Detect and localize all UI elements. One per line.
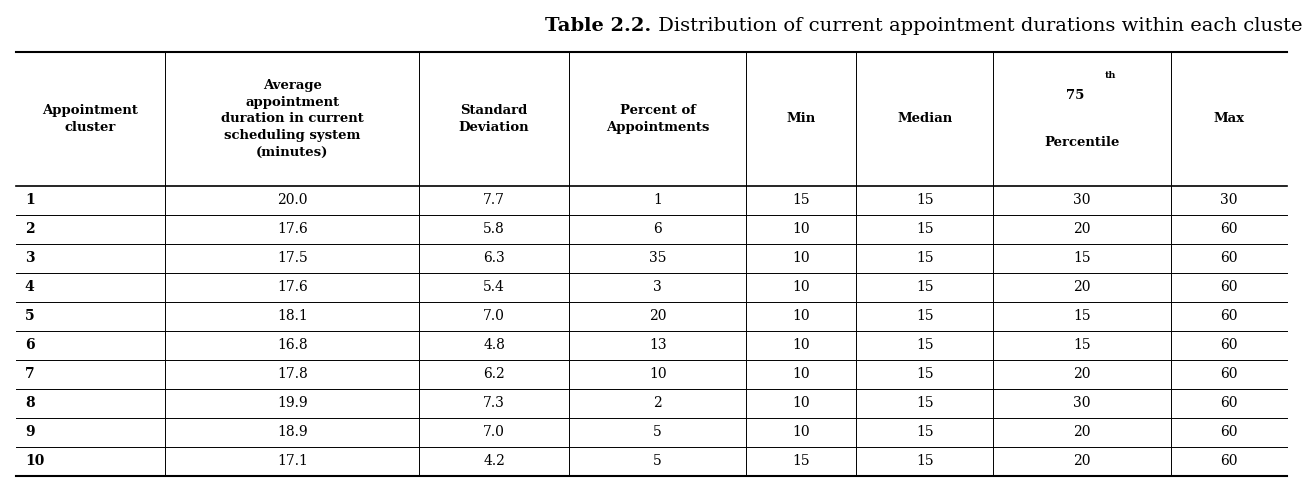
Text: Appointment
cluster: Appointment cluster xyxy=(43,104,138,134)
Text: 18.1: 18.1 xyxy=(278,309,308,323)
Text: 20: 20 xyxy=(1074,367,1091,381)
Text: 3: 3 xyxy=(25,251,34,265)
Text: 30: 30 xyxy=(1074,193,1091,207)
Text: Table 2.2.: Table 2.2. xyxy=(545,17,652,36)
Text: 1: 1 xyxy=(653,193,662,207)
Text: 10: 10 xyxy=(792,309,810,323)
Text: 10: 10 xyxy=(792,280,810,294)
Text: 8: 8 xyxy=(25,396,34,410)
Text: 10: 10 xyxy=(25,454,44,468)
Text: th: th xyxy=(1105,71,1117,80)
Text: 60: 60 xyxy=(1221,425,1238,439)
Text: 5.4: 5.4 xyxy=(483,280,506,294)
Text: Min: Min xyxy=(787,112,816,125)
Text: 20: 20 xyxy=(1074,454,1091,468)
Text: 6.3: 6.3 xyxy=(483,251,506,265)
Text: 4.8: 4.8 xyxy=(483,338,506,352)
Text: 9: 9 xyxy=(25,425,34,439)
Text: 15: 15 xyxy=(916,309,933,323)
Text: 5: 5 xyxy=(25,309,34,323)
Text: 20: 20 xyxy=(1074,280,1091,294)
Text: 5.8: 5.8 xyxy=(483,222,506,236)
Text: 60: 60 xyxy=(1221,251,1238,265)
Text: 35: 35 xyxy=(649,251,667,265)
Text: 60: 60 xyxy=(1221,396,1238,410)
Text: 60: 60 xyxy=(1221,338,1238,352)
Text: 30: 30 xyxy=(1221,193,1238,207)
Text: 3: 3 xyxy=(653,280,662,294)
Text: 7.0: 7.0 xyxy=(483,425,506,439)
Text: 10: 10 xyxy=(792,367,810,381)
Text: 10: 10 xyxy=(792,338,810,352)
Text: 13: 13 xyxy=(649,338,667,352)
Text: 10: 10 xyxy=(792,396,810,410)
Text: 4.2: 4.2 xyxy=(483,454,506,468)
Text: 60: 60 xyxy=(1221,222,1238,236)
Text: 4: 4 xyxy=(25,280,34,294)
Text: 60: 60 xyxy=(1221,367,1238,381)
Text: 15: 15 xyxy=(916,280,933,294)
Text: 6: 6 xyxy=(25,338,34,352)
Text: 5: 5 xyxy=(653,425,662,439)
Text: 10: 10 xyxy=(792,425,810,439)
Text: Distribution of current appointment durations within each cluster.: Distribution of current appointment dura… xyxy=(652,17,1303,36)
Text: 6: 6 xyxy=(653,222,662,236)
Text: 15: 15 xyxy=(916,193,933,207)
Text: Average
appointment
duration in current
scheduling system
(minutes): Average appointment duration in current … xyxy=(222,80,364,158)
Text: 7: 7 xyxy=(25,367,34,381)
Text: 15: 15 xyxy=(916,222,933,236)
Text: 75: 75 xyxy=(1066,89,1085,102)
Text: 20: 20 xyxy=(1074,425,1091,439)
Text: 15: 15 xyxy=(916,396,933,410)
Text: 15: 15 xyxy=(916,338,933,352)
Text: 30: 30 xyxy=(1074,396,1091,410)
Text: 20: 20 xyxy=(649,309,667,323)
Text: 15: 15 xyxy=(916,454,933,468)
Text: 60: 60 xyxy=(1221,454,1238,468)
Text: 15: 15 xyxy=(792,454,810,468)
Text: 17.8: 17.8 xyxy=(278,367,308,381)
Text: 1: 1 xyxy=(25,193,34,207)
Text: Max: Max xyxy=(1213,112,1244,125)
Text: 7.0: 7.0 xyxy=(483,309,506,323)
Text: 6.2: 6.2 xyxy=(483,367,506,381)
Text: 20.0: 20.0 xyxy=(278,193,308,207)
Text: 2: 2 xyxy=(25,222,34,236)
Text: 17.1: 17.1 xyxy=(276,454,308,468)
Text: 10: 10 xyxy=(792,251,810,265)
Text: 15: 15 xyxy=(1074,251,1091,265)
Text: 19.9: 19.9 xyxy=(278,396,308,410)
Text: 10: 10 xyxy=(649,367,667,381)
Text: Percent of
Appointments: Percent of Appointments xyxy=(606,104,709,134)
Text: Standard
Deviation: Standard Deviation xyxy=(459,104,529,134)
Text: 15: 15 xyxy=(1074,309,1091,323)
Text: 17.6: 17.6 xyxy=(278,280,308,294)
Text: 15: 15 xyxy=(916,367,933,381)
Text: 15: 15 xyxy=(916,425,933,439)
Text: Median: Median xyxy=(896,112,952,125)
Text: 5: 5 xyxy=(653,454,662,468)
Text: 60: 60 xyxy=(1221,280,1238,294)
Text: 7.3: 7.3 xyxy=(483,396,506,410)
Text: 15: 15 xyxy=(1074,338,1091,352)
Text: 15: 15 xyxy=(792,193,810,207)
Text: 18.9: 18.9 xyxy=(278,425,308,439)
Text: Percentile: Percentile xyxy=(1045,136,1119,149)
Text: 7.7: 7.7 xyxy=(483,193,506,207)
Text: 20: 20 xyxy=(1074,222,1091,236)
Text: 16.8: 16.8 xyxy=(278,338,308,352)
Text: 17.5: 17.5 xyxy=(278,251,308,265)
Text: 15: 15 xyxy=(916,251,933,265)
Text: 10: 10 xyxy=(792,222,810,236)
Text: 2: 2 xyxy=(653,396,662,410)
Text: 60: 60 xyxy=(1221,309,1238,323)
Text: 17.6: 17.6 xyxy=(278,222,308,236)
